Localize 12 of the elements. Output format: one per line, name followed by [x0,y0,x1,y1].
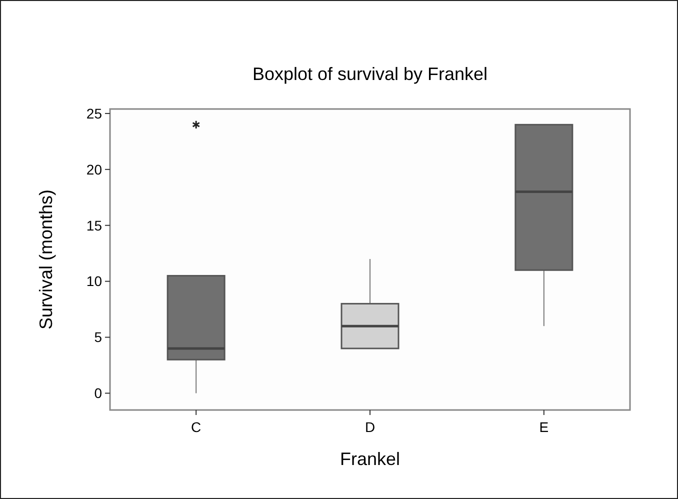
y-tick-label: 25 [86,105,102,122]
x-tick-label: D [364,419,376,435]
x-tick-label: E [539,419,549,435]
y-tick-label: 20 [86,161,102,178]
x-axis-title: Frankel [340,449,400,469]
y-axis-title: Survival (months) [36,189,56,330]
chart-title: Boxplot of survival by Frankel [252,64,488,84]
x-tick-label: C [191,419,202,435]
y-tick-label: 15 [86,217,102,234]
y-tick-label: 10 [86,273,102,290]
y-tick-label: 5 [94,329,102,346]
y-tick-label: 0 [94,385,102,402]
